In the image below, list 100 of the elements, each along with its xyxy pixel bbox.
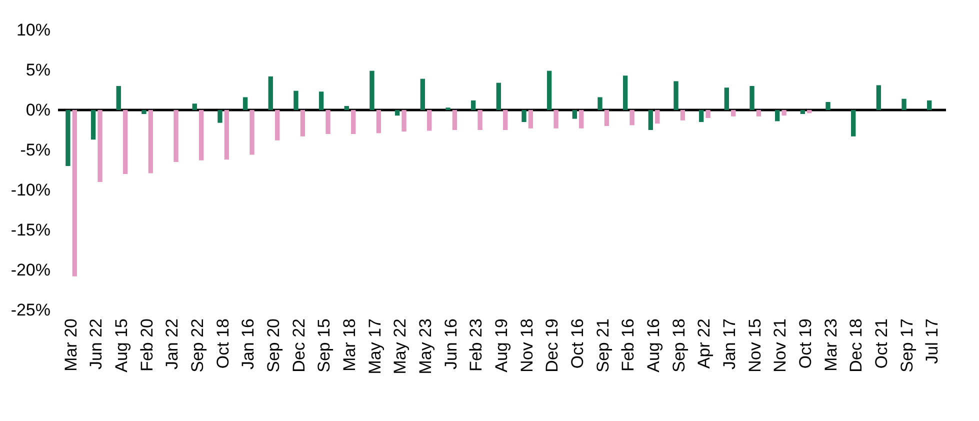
y-tick-label: 10% (16, 20, 50, 40)
y-tick-label: 5% (26, 60, 50, 80)
x-tick-label: Mar 18 (340, 318, 359, 372)
x-tick-label: Aug 16 (644, 318, 664, 372)
bar (250, 110, 254, 155)
bar (604, 110, 610, 126)
bar (782, 110, 786, 116)
bar (496, 82, 501, 110)
bar (698, 110, 704, 122)
x-tick-label: Aug 15 (112, 318, 131, 372)
bar (750, 86, 754, 110)
x-tick-label: Oct 16 (568, 318, 588, 369)
bar (800, 110, 806, 114)
bar (224, 110, 230, 160)
bar (318, 92, 324, 110)
y-tick-label: 0% (26, 100, 50, 120)
bar (376, 110, 382, 134)
x-tick-label: Sep 21 (593, 318, 612, 372)
x-tick-label: Apr 22 (694, 318, 714, 369)
bar (680, 110, 686, 120)
x-tick-label: Jan 22 (162, 318, 182, 370)
bar (546, 70, 552, 110)
bar (148, 110, 154, 174)
x-tick-label: Aug 19 (492, 318, 511, 372)
x-tick-label: Oct 18 (213, 318, 232, 369)
bar (218, 110, 222, 123)
x-tick-label: Sep 17 (897, 318, 916, 372)
bar (116, 86, 121, 110)
x-tick-label: Feb 16 (618, 318, 638, 372)
x-tick-label: May 17 (365, 318, 384, 374)
bar (655, 110, 660, 124)
bar (724, 88, 730, 110)
y-tick-label: -25% (10, 300, 50, 320)
x-tick-label: May 23 (416, 318, 435, 374)
bar (572, 110, 577, 119)
bar (174, 110, 178, 162)
bar (122, 110, 128, 174)
x-tick-label: Jan 17 (720, 318, 740, 370)
x-tick-label: Oct 21 (872, 318, 892, 369)
y-tick-label: -5% (20, 140, 50, 160)
x-tick-label: Dec 19 (542, 318, 562, 372)
bar (420, 78, 425, 110)
bar (522, 110, 526, 122)
bar (402, 110, 406, 132)
bar (326, 110, 330, 134)
bar (674, 81, 678, 110)
x-tick-label: Jun 22 (86, 318, 106, 370)
x-tick-label: Feb 23 (466, 318, 486, 372)
bar (826, 102, 830, 110)
bar (370, 70, 374, 110)
bar (774, 110, 780, 122)
bar (427, 110, 432, 131)
bar (598, 97, 602, 110)
bar (731, 110, 736, 116)
x-tick-label: Nov 15 (745, 318, 764, 372)
bar (98, 110, 102, 182)
x-tick-label: Jan 16 (238, 318, 258, 370)
x-tick-label: Jul 17 (922, 318, 942, 364)
x-tick-label: Nov 18 (517, 318, 536, 372)
x-tick-label: Sep 15 (314, 318, 334, 372)
bar (192, 104, 197, 110)
bar (350, 110, 356, 134)
bar (622, 76, 628, 110)
x-tick-label: Sep 22 (188, 318, 207, 372)
bar (470, 100, 476, 110)
bar (579, 110, 584, 128)
bar (294, 90, 298, 110)
bar (198, 110, 204, 160)
bar (756, 110, 762, 116)
x-tick-label: Nov 21 (770, 318, 790, 372)
bar (927, 100, 932, 110)
x-tick-label: Oct 19 (796, 318, 816, 369)
bar (452, 110, 458, 130)
bar (142, 110, 146, 114)
bar (648, 110, 654, 130)
bar (503, 110, 508, 130)
y-tick-label: -20% (10, 260, 50, 280)
bar (850, 110, 856, 136)
bar (66, 110, 70, 166)
x-tick-label: Mar 23 (821, 318, 840, 372)
x-tick-label: Sep 20 (264, 318, 283, 372)
x-tick-label: Mar 20 (61, 318, 80, 372)
x-tick-label: Dec 22 (289, 318, 308, 372)
bar (268, 76, 273, 110)
x-tick-label: May 22 (390, 318, 410, 374)
bar (876, 85, 882, 110)
bar (706, 110, 710, 118)
bar (300, 110, 306, 136)
x-tick-label: Feb 20 (137, 318, 156, 372)
x-tick-label: Jun 16 (441, 318, 460, 370)
bar (72, 110, 77, 276)
bar (90, 110, 96, 140)
bar (554, 110, 558, 128)
bar (807, 110, 812, 114)
bar (478, 110, 482, 130)
bar (274, 110, 280, 140)
y-tick-label: -10% (10, 180, 50, 200)
y-tick-label: -15% (10, 220, 50, 240)
x-tick-label: Dec 18 (846, 318, 866, 372)
bar (242, 97, 248, 110)
